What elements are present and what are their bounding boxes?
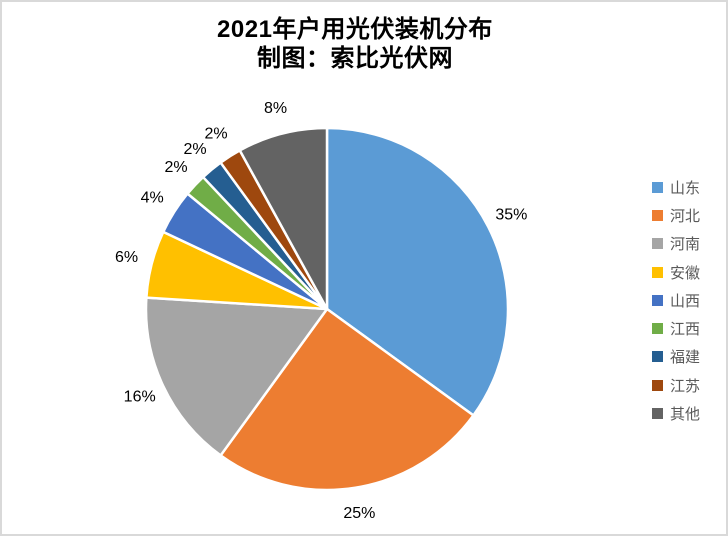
legend-item-河南[interactable]: 河南 — [652, 230, 700, 258]
legend-item-安徽[interactable]: 安徽 — [652, 258, 700, 286]
legend-label: 山东 — [670, 179, 701, 197]
data-label-江苏: 2% — [205, 126, 228, 143]
legend-item-山西[interactable]: 山西 — [652, 286, 700, 314]
legend-swatch-icon — [652, 209, 663, 221]
data-label-山东: 35% — [495, 207, 527, 224]
legend-label: 其他 — [670, 406, 701, 424]
legend-item-河北[interactable]: 河北 — [652, 201, 700, 229]
pie-slice-河南[interactable] — [144, 296, 329, 457]
legend-item-江苏[interactable]: 江苏 — [652, 371, 700, 399]
legend-swatch-icon — [652, 181, 663, 193]
pie-slice-河北[interactable] — [219, 307, 475, 492]
legend-swatch-icon — [652, 266, 663, 278]
legend: 山东河北河南安徽山西江西福建江苏其他 — [652, 173, 700, 428]
legend-swatch-icon — [652, 238, 663, 250]
data-label-河南: 16% — [124, 389, 156, 406]
legend-label: 安徽 — [670, 264, 701, 282]
legend-label: 河北 — [670, 207, 701, 225]
pie-slice-其他[interactable] — [238, 126, 329, 311]
legend-label: 山西 — [670, 292, 701, 310]
legend-swatch-icon — [652, 379, 663, 391]
chart-title-line1: 2021年户用光伏装机分布 — [217, 16, 493, 43]
legend-swatch-icon — [652, 351, 663, 363]
legend-swatch-icon — [652, 408, 663, 420]
pie-slice-山东[interactable] — [325, 126, 510, 417]
legend-item-山东[interactable]: 山东 — [652, 173, 700, 201]
legend-label: 江苏 — [670, 377, 701, 395]
legend-swatch-icon — [652, 294, 663, 306]
legend-item-福建[interactable]: 福建 — [652, 343, 700, 371]
legend-label: 福建 — [670, 349, 701, 367]
data-label-安徽: 6% — [115, 249, 138, 266]
legend-item-江西[interactable]: 江西 — [652, 314, 700, 342]
legend-item-其他[interactable]: 其他 — [652, 399, 700, 427]
legend-label: 江西 — [670, 321, 701, 339]
chart-title: 2021年户用光伏装机分布 制图：索比光伏网 — [2, 15, 708, 73]
data-label-其他: 8% — [264, 100, 287, 117]
data-label-河北: 25% — [343, 505, 375, 522]
legend-swatch-icon — [652, 323, 663, 335]
chart-title-line2: 制图：索比光伏网 — [257, 45, 453, 72]
legend-label: 河南 — [670, 236, 701, 254]
data-label-山西: 4% — [141, 190, 164, 207]
data-label-江西: 2% — [165, 159, 188, 176]
data-label-福建: 2% — [184, 141, 207, 158]
